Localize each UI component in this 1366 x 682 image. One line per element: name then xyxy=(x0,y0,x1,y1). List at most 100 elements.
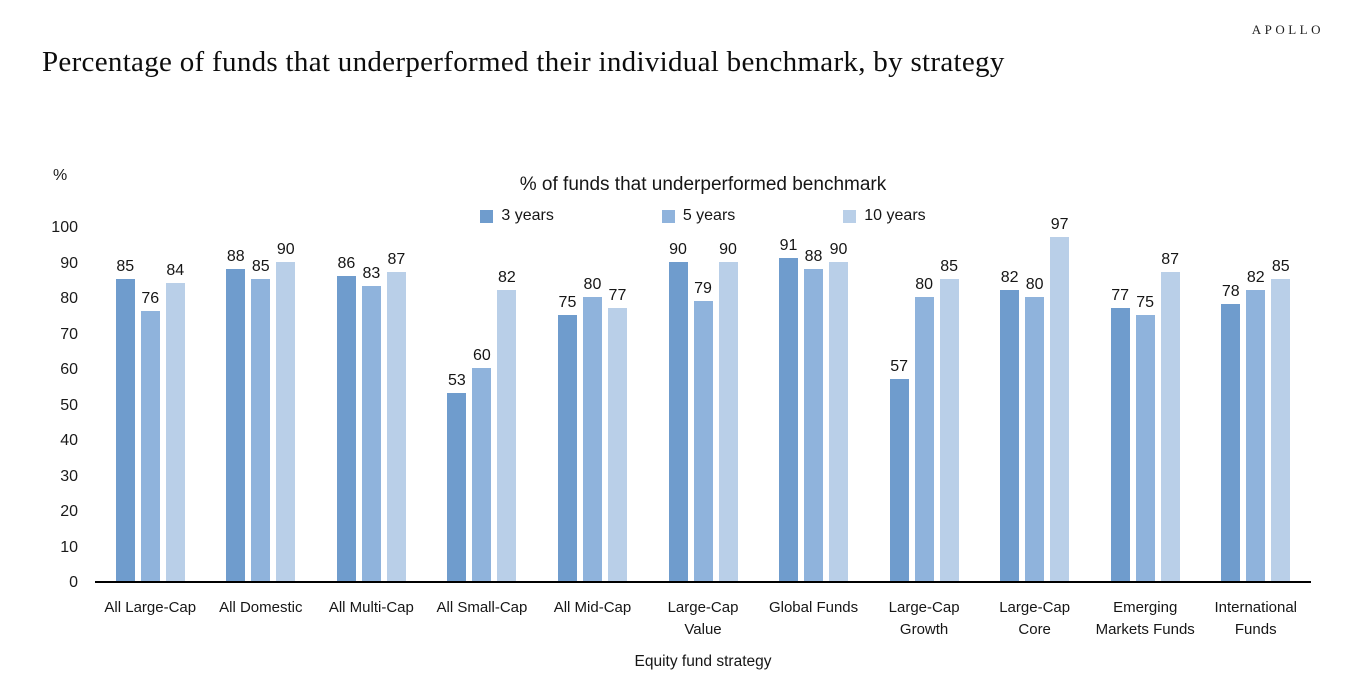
bar-5-years xyxy=(1025,297,1045,581)
y-tick-label: 80 xyxy=(60,290,78,307)
bar-column: 77 xyxy=(607,287,627,581)
bar-5-years xyxy=(1246,289,1266,581)
bar-group: 57 80 85 xyxy=(869,228,980,581)
bar-column: 87 xyxy=(1160,251,1180,581)
bar-column: 87 xyxy=(386,251,406,581)
bar-value-label: 85 xyxy=(940,258,958,276)
page-title: Percentage of funds that underperformed … xyxy=(42,46,1005,78)
bar-column: 85 xyxy=(251,258,271,581)
bar-value-label: 90 xyxy=(719,240,737,258)
legend-label: 10 years xyxy=(864,207,926,224)
bar-3-years xyxy=(1110,307,1130,581)
y-tick-label: 100 xyxy=(51,219,78,236)
bar-10-years xyxy=(497,289,517,581)
bar-column: 85 xyxy=(115,258,135,581)
bar-value-label: 82 xyxy=(1000,268,1019,286)
bar-column: 83 xyxy=(361,265,381,581)
bar-value-label: 75 xyxy=(1136,293,1155,311)
bar-value-label: 97 xyxy=(1050,215,1069,233)
bar-value-label: 88 xyxy=(226,247,245,265)
bar-value-label: 76 xyxy=(141,290,160,308)
bar-5-years xyxy=(472,368,492,581)
legend-swatch-icon xyxy=(843,209,857,223)
chart-title: % of funds that underperformed benchmark xyxy=(519,174,887,195)
legend-item-5-years: 5 years xyxy=(661,207,736,225)
bar-10-years xyxy=(1271,279,1291,581)
x-category-label: Large-Cap Value xyxy=(667,599,739,638)
bar-column: 90 xyxy=(276,241,296,581)
bar-10-years xyxy=(939,279,959,581)
bar-column: 90 xyxy=(829,241,849,581)
x-category-label: Emerging Markets Funds xyxy=(1095,599,1195,638)
bar-column: 82 xyxy=(497,268,517,581)
bar-group: 90 79 90 xyxy=(648,228,759,581)
x-category-label: Large-Cap Growth xyxy=(888,599,960,638)
bar-column: 75 xyxy=(557,294,577,581)
bar-value-label: 80 xyxy=(915,276,933,293)
bar-10-years xyxy=(386,272,406,581)
bar-value-label: 88 xyxy=(804,247,823,265)
bar-5-years xyxy=(251,279,271,581)
bar-column: 80 xyxy=(582,276,602,581)
bar-column: 97 xyxy=(1050,215,1070,581)
bar-group: 77 75 87 xyxy=(1090,228,1201,581)
bar-value-label: 80 xyxy=(1025,276,1044,293)
x-category-label: All Domestic xyxy=(219,599,303,616)
bar-10-years xyxy=(1050,236,1070,581)
bar-column: 88 xyxy=(226,247,246,581)
bar-column: 80 xyxy=(1025,276,1045,581)
y-tick-label: 20 xyxy=(60,503,78,520)
bar-5-years xyxy=(140,311,160,581)
y-axis-unit-label: % xyxy=(53,167,68,184)
bar-3-years xyxy=(779,257,799,581)
bar-group: 86 83 87 xyxy=(316,228,427,581)
x-category-label: All Small-Cap xyxy=(436,599,528,616)
bar-5-years xyxy=(582,297,602,581)
legend-label: 5 years xyxy=(682,207,736,224)
bar-value-label: 83 xyxy=(362,265,381,283)
bar-5-years xyxy=(914,297,934,581)
bar-10-years xyxy=(1160,272,1180,581)
bar-column: 76 xyxy=(140,290,160,581)
bar-value-label: 85 xyxy=(116,258,135,276)
x-axis-labels: All Large-Cap All Domestic All Multi-Cap Al… xyxy=(95,597,1311,641)
y-tick-label: 90 xyxy=(60,254,78,272)
bar-3-years xyxy=(336,275,356,581)
bar-5-years xyxy=(693,300,713,581)
bar-3-years xyxy=(1000,289,1020,581)
bar-value-label: 85 xyxy=(1271,258,1290,276)
bar-value-label: 82 xyxy=(498,268,516,286)
apollo-logo: APOLLO xyxy=(1251,22,1324,37)
y-tick-label: 30 xyxy=(60,467,78,485)
bar-group: 91 88 90 xyxy=(758,228,869,581)
bar-3-years xyxy=(226,268,246,581)
bar-column: 80 xyxy=(914,276,934,581)
bar-10-years xyxy=(829,261,849,581)
bar-value-label: 78 xyxy=(1221,283,1240,301)
bar-column: 90 xyxy=(668,241,688,581)
bar-column: 85 xyxy=(1271,258,1291,581)
bar-3-years xyxy=(1221,304,1241,581)
bar-column: 88 xyxy=(804,247,824,581)
bar-group: 75 80 77 xyxy=(537,228,648,581)
x-axis-title: Equity fund strategy xyxy=(634,653,772,670)
bar-value-label: 87 xyxy=(387,251,406,269)
bar-group: 53 60 82 xyxy=(427,228,538,581)
bar-column: 79 xyxy=(693,280,713,581)
bar-value-label: 77 xyxy=(1111,286,1130,304)
y-tick-label: 0 xyxy=(69,574,78,591)
bar-column: 82 xyxy=(1246,269,1266,581)
bar-10-years xyxy=(165,282,185,581)
bar-group: 82 80 97 xyxy=(979,216,1090,581)
bar-group: 78 82 85 xyxy=(1200,228,1311,581)
bar-value-label: 87 xyxy=(1161,251,1180,269)
bar-column: 75 xyxy=(1135,293,1155,581)
bar-column: 77 xyxy=(1110,286,1130,581)
bar-10-years xyxy=(276,261,296,581)
bar-group: 85 76 84 xyxy=(95,228,206,581)
bar-column: 53 xyxy=(447,372,467,581)
bar-3-years xyxy=(115,279,135,581)
legend-swatch-icon xyxy=(480,209,494,223)
bar-5-years xyxy=(361,286,381,581)
x-category-label: All Large-Cap xyxy=(104,599,197,616)
